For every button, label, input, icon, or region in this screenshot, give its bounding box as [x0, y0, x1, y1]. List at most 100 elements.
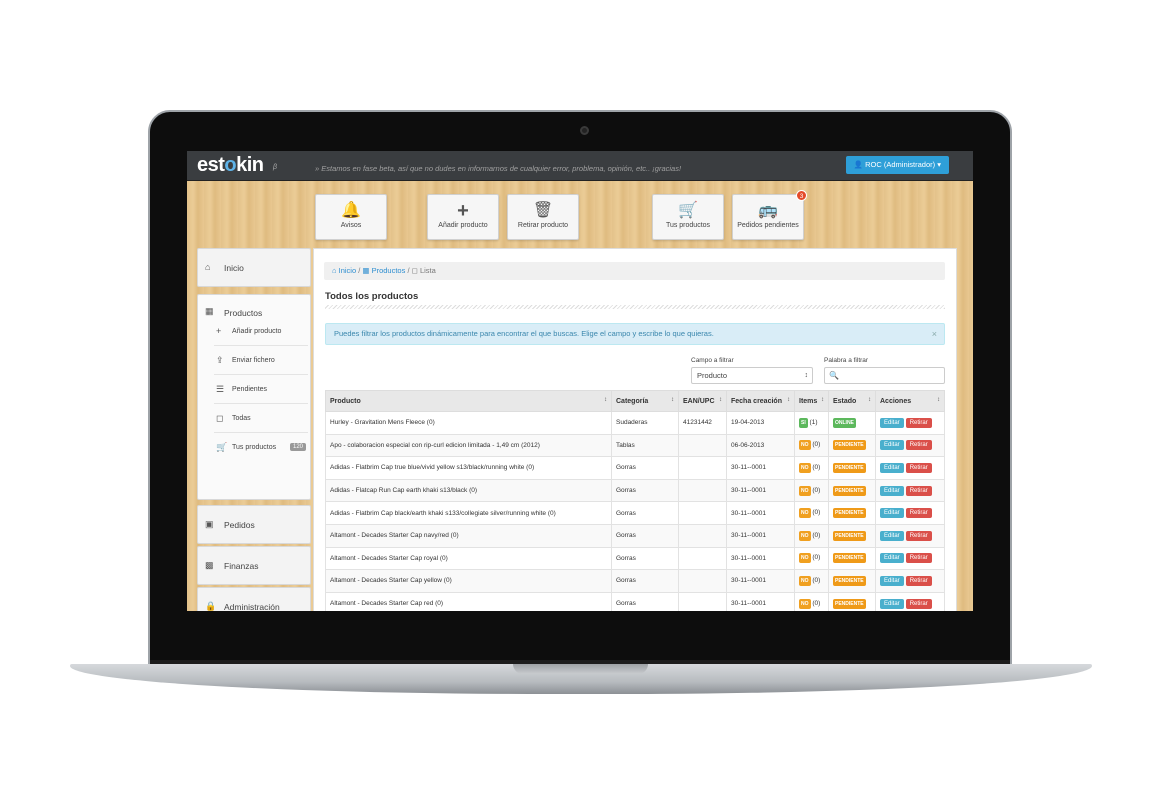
my-products-button[interactable]: 🛒 Tus productos [652, 194, 724, 240]
status-badge: PENDIENTE [833, 575, 866, 586]
remove-button[interactable]: Retirar [905, 530, 932, 541]
status-badge: PENDIENTE [833, 598, 866, 609]
cell-acciones: Editar Retirar [875, 523, 945, 548]
cell-estado: PENDIENTE [828, 501, 876, 525]
table-row: Altamont - Decades Starter Cap red (0) Go… [325, 591, 945, 611]
beta-notice: » Estamos en fase beta, así que no dudes… [315, 164, 682, 173]
sidebar-item-administracion[interactable]: 🔒 Administración [197, 587, 311, 611]
status-badge: PENDIENTE [833, 508, 866, 519]
cell-producto: Altamont - Decades Starter Cap red (0) [325, 591, 612, 611]
edit-button[interactable]: Editar [880, 598, 904, 609]
cell-ean [678, 546, 727, 571]
cart-icon: 🛒 [678, 202, 698, 219]
cell-estado: PENDIENTE [828, 523, 876, 548]
cell-acciones: Editar Retirar [875, 456, 945, 480]
remove-button[interactable]: Retirar [905, 575, 932, 586]
items-flag-badge: NO [799, 485, 811, 496]
cell-fecha: 30-11--0001 [726, 478, 795, 503]
remove-button[interactable]: Retirar [905, 440, 932, 451]
cell-acciones: Editar Retirar [875, 501, 945, 525]
remove-button[interactable]: Retirar [905, 508, 932, 519]
sidebar-sub-all[interactable]: ◻ Todas [214, 404, 308, 433]
sidebar-sub-pending[interactable]: ☰ Pendientes [214, 375, 308, 404]
cell-fecha: 30-11--0001 [726, 591, 795, 611]
cell-fecha: 06-06-2013 [726, 433, 795, 458]
sidebar-item-inicio[interactable]: ⌂ Inicio [197, 248, 311, 287]
remove-product-button[interactable]: 🗑 Retirar producto [507, 194, 579, 240]
status-badge: PENDIENTE [833, 462, 866, 473]
remove-button[interactable]: Retirar [905, 462, 932, 473]
status-badge: ONLINE [833, 417, 856, 428]
cell-acciones: Editar Retirar [875, 433, 945, 458]
cell-producto: Hurley - Gravitation Mens Fleece (0) [325, 411, 612, 435]
col-fecha[interactable]: Fecha creación ↕ [726, 390, 795, 412]
col-ean[interactable]: EAN/UPC ↕ [678, 390, 727, 412]
word-filter-label: Palabra a filtrar [824, 357, 869, 364]
field-filter-select[interactable]: Producto ↕ [691, 367, 813, 384]
edit-button[interactable]: Editar [880, 553, 904, 564]
remove-button[interactable]: Retirar [905, 417, 932, 428]
add-product-button[interactable]: + Añadir producto [427, 194, 499, 240]
laptop-lid: estokin β » Estamos en fase beta, así qu… [148, 110, 1012, 672]
app-logo[interactable]: estokin [197, 154, 264, 176]
items-flag-badge: SI [799, 417, 808, 428]
screen: estokin β » Estamos en fase beta, así qu… [187, 151, 973, 611]
word-filter-input[interactable]: 🔍 [824, 367, 945, 384]
cell-ean [678, 569, 727, 593]
items-flag-badge: NO [799, 462, 811, 473]
cell-categoria: Gorras [611, 569, 679, 593]
basket-icon: ▦ [205, 306, 214, 316]
edit-button[interactable]: Editar [880, 485, 904, 496]
sidebar-item-productos[interactable]: ▦ Productos [205, 306, 263, 318]
col-items[interactable]: Items ↕ [794, 390, 829, 412]
cell-ean: 41231442 [678, 411, 727, 435]
doc-icon: ◻ [216, 413, 224, 423]
edit-button[interactable]: Editar [880, 530, 904, 541]
sidebar-sub-send-file[interactable]: ⇪ Enviar fichero [214, 346, 308, 375]
home-icon: ⌂ [332, 266, 339, 275]
cell-estado: PENDIENTE [828, 591, 876, 611]
cell-categoria: Gorras [611, 478, 679, 503]
avisos-button[interactable]: 🔔 Avisos [315, 194, 387, 240]
edit-button[interactable]: Editar [880, 575, 904, 586]
user-menu-button[interactable]: 👤 ROC (Administrador) ▾ [845, 156, 949, 174]
col-acciones[interactable]: Acciones ↕ [875, 390, 945, 412]
remove-button[interactable]: Retirar [905, 553, 932, 564]
sidebar-sub-my-products[interactable]: 🛒 Tus productos 120 [214, 433, 308, 462]
divider [325, 305, 945, 309]
close-icon[interactable]: × [931, 329, 937, 339]
edit-button[interactable]: Editar [880, 508, 904, 519]
cell-acciones: Editar Retirar [875, 569, 945, 593]
sidebar-item-finanzas[interactable]: ▩ Finanzas [197, 546, 311, 585]
cell-producto: Altamont - Decades Starter Cap royal (0) [325, 546, 612, 571]
cell-acciones: Editar Retirar [875, 478, 945, 503]
pending-orders-button[interactable]: 🚌 Pedidos pendientes 3 [732, 190, 807, 240]
breadcrumb-productos[interactable]: ▦ Productos [362, 266, 406, 275]
col-categoria[interactable]: Categoría ↕ [611, 390, 679, 412]
cell-estado: PENDIENTE [828, 478, 876, 503]
main-panel: ⌂ Inicio / ▦ Productos / ◻ Lista Todos l… [313, 248, 957, 611]
edit-button[interactable]: Editar [880, 440, 904, 451]
box-icon: ▣ [205, 519, 214, 529]
items-count: (0) [812, 599, 821, 607]
select-arrows-icon: ↕ [804, 372, 809, 379]
cell-categoria: Gorras [611, 546, 679, 571]
table-row: Altamont - Decades Starter Cap royal (0)… [325, 546, 945, 571]
col-producto[interactable]: Producto ↕ [325, 390, 612, 412]
cell-ean [678, 591, 727, 611]
cell-ean [678, 523, 727, 548]
breadcrumb-home[interactable]: ⌂ Inicio [332, 266, 357, 275]
bus-icon: 🚌 [758, 202, 778, 219]
edit-button[interactable]: Editar [880, 417, 904, 428]
edit-button[interactable]: Editar [880, 462, 904, 473]
cell-producto: Apo - colaboracion especial con rip-curl… [325, 433, 612, 458]
cell-producto: Altamont - Decades Starter Cap yellow (0… [325, 569, 612, 593]
cell-fecha: 30-11--0001 [726, 523, 795, 548]
items-count: (1) [809, 418, 818, 426]
items-flag-badge: NO [799, 553, 811, 564]
col-estado[interactable]: Estado ↕ [828, 390, 876, 412]
remove-button[interactable]: Retirar [905, 598, 932, 609]
sidebar-sub-add-product[interactable]: + Añadir producto [214, 317, 308, 346]
sidebar-item-pedidos[interactable]: ▣ Pedidos [197, 505, 311, 544]
remove-button[interactable]: Retirar [905, 485, 932, 496]
